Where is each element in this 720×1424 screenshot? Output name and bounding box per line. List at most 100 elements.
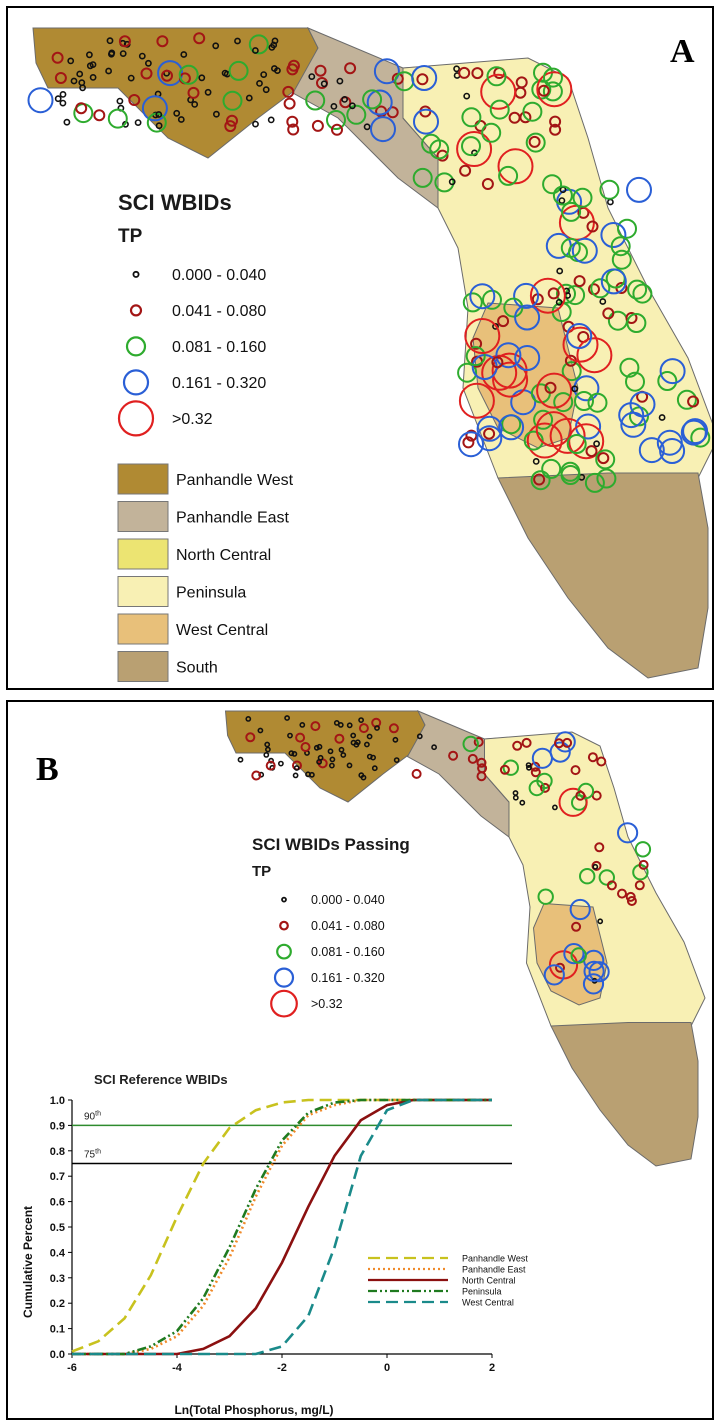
wbid-marker [680, 419, 707, 446]
legend-label-tp: 0.081 - 0.160 [172, 339, 266, 356]
legend-title-a: SCI WBIDs [118, 190, 232, 215]
wbid-markers-a [27, 32, 711, 493]
region-swatch [117, 651, 169, 682]
wbid-marker [560, 465, 581, 485]
wbid-marker [594, 842, 605, 853]
wbid-marker [156, 35, 169, 48]
wbid-marker [362, 89, 383, 110]
wbid-marker [341, 96, 348, 103]
wbid-marker [282, 85, 295, 98]
wbid-marker [571, 921, 582, 932]
wbid-marker [326, 110, 346, 130]
legend-b: SCI WBIDs Passing TP 0.000 - 0.040 0.041 … [252, 835, 410, 1018]
wbid-marker [579, 868, 596, 885]
wbid-marker [260, 71, 268, 78]
chart-legend-label: Peninsula [462, 1287, 502, 1297]
chart-legend-label: West Central [462, 1298, 514, 1308]
wbid-marker [530, 470, 551, 491]
wbid-marker [346, 104, 367, 125]
wbid-marker [552, 185, 573, 206]
wbid-marker [416, 733, 423, 740]
legend-label-tp: 0.041 - 0.080 [172, 303, 266, 320]
wbid-marker [257, 727, 264, 734]
legend-swatch-tp [117, 400, 155, 437]
wbid-marker [252, 120, 259, 128]
wbid-marker [461, 107, 482, 128]
wbid-marker [54, 95, 62, 103]
wbid-marker [331, 123, 343, 136]
wbid-marker [498, 165, 519, 186]
wbid-marker [204, 88, 212, 96]
wbid-marker [127, 74, 135, 82]
wbid-marker [366, 733, 373, 740]
wbid-marker [560, 237, 581, 258]
wbid-marker [27, 87, 54, 114]
region-legend-label: Panhandle East [176, 510, 290, 527]
wbid-marker [412, 167, 433, 188]
wbid-marker [523, 430, 544, 451]
wbid-marker [358, 723, 369, 734]
wbid-marker [626, 313, 647, 333]
y-tick-label: 0.9 [50, 1120, 65, 1132]
wbid-marker [262, 86, 270, 94]
wbid-marker [237, 756, 244, 763]
region-south [497, 472, 709, 679]
wbid-marker [140, 67, 153, 80]
wbid-marker [180, 51, 188, 58]
wbid-marker [584, 472, 605, 493]
wbid-marker [555, 298, 563, 306]
wbid-marker [528, 779, 545, 797]
wbid-marker [489, 99, 510, 120]
wbid-marker [582, 973, 605, 995]
wbid-marker [221, 69, 229, 77]
wbid-marker [288, 750, 295, 757]
wbid-marker [480, 73, 517, 110]
florida-map-a: SCI WBIDs TP 0.000 - 0.040 0.041 - 0.080 0… [27, 27, 712, 682]
legend-label-tp: >0.32 [311, 997, 343, 1011]
wbid-marker [234, 37, 241, 45]
wbid-marker [572, 187, 593, 208]
wbid-marker [108, 50, 115, 58]
wbid-marker [370, 116, 396, 143]
wbid-marker [458, 382, 495, 419]
wbid-marker [638, 437, 665, 464]
wbid-marker [591, 790, 602, 801]
wbid-marker [346, 762, 353, 769]
wbid-markers-b [237, 715, 652, 995]
wbid-marker [286, 115, 299, 128]
legend-label-tp: 0.000 - 0.040 [311, 893, 385, 907]
wbid-marker [346, 722, 353, 729]
legend-label-tp: >0.32 [172, 411, 213, 428]
wbid-marker [93, 109, 106, 122]
wbid-marker [370, 754, 376, 761]
wbid-marker [287, 732, 293, 739]
wbid-marker [314, 64, 327, 77]
wbid-marker [277, 760, 284, 767]
wbid-marker [313, 744, 320, 751]
wbid-marker [556, 267, 564, 275]
wbid-marker [350, 732, 357, 739]
wbid-marker [585, 445, 598, 458]
wbid-marker [471, 67, 484, 80]
wbid-marker [287, 123, 300, 136]
wbid-marker [481, 178, 494, 190]
wbid-marker [486, 66, 507, 87]
region-legend-label: West Central [176, 622, 268, 639]
wbid-marker [248, 34, 269, 55]
wbid-marker [107, 108, 128, 129]
wbid-marker [393, 757, 400, 763]
wbid-marker [634, 841, 652, 858]
wbid-marker [632, 283, 653, 304]
wbid-marker [592, 863, 599, 870]
wbid-marker [526, 764, 532, 771]
wbid-marker [305, 90, 326, 111]
wbid-marker [429, 139, 450, 160]
wbid-marker [481, 354, 518, 391]
wbid-marker [59, 99, 67, 107]
wbid-marker [627, 279, 648, 300]
wbid-marker [434, 172, 455, 193]
wbid-marker [411, 768, 422, 779]
wbid-marker [690, 427, 711, 448]
chart-ylabel: Cumulative Percent [21, 1206, 35, 1318]
wbid-marker [291, 751, 298, 757]
